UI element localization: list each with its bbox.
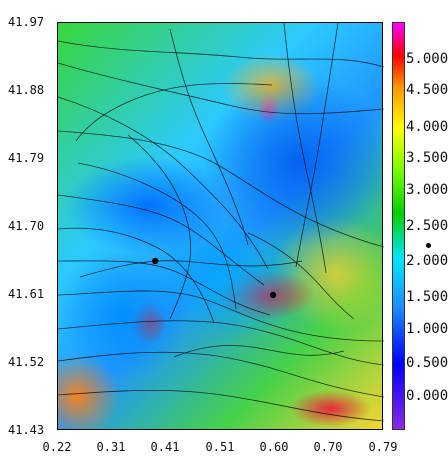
y-tick-41-88: 41.88 [8, 83, 45, 97]
y-tick-41-61: 41.61 [8, 287, 45, 301]
station-marker-1 [152, 257, 159, 265]
x-tick-0-22: 0.22 [42, 440, 72, 454]
y-tick-41-52: 41.52 [8, 355, 45, 369]
vector-field-map [57, 22, 384, 430]
y-tick-41-97: 41.97 [8, 15, 45, 29]
streamline-1 [58, 40, 384, 68]
x-tick-0-41: 0.41 [150, 440, 180, 454]
streamline-13 [169, 28, 249, 246]
streamline-2 [58, 62, 384, 115]
x-tick-0-31: 0.31 [96, 440, 126, 454]
colorbar-label-4000: 4.000 [406, 119, 448, 135]
x-tick-0-79: 0.79 [368, 440, 398, 454]
station-marker-2 [269, 291, 277, 299]
y-tick-41-43: 41.43 [8, 423, 45, 437]
streamline-4 [58, 130, 384, 248]
colorbar-label-1000: 1.000 [406, 321, 448, 337]
x-tick-0-51: 0.51 [205, 440, 235, 454]
streamline-5 [77, 162, 237, 310]
colorbar-marker-dot [426, 243, 431, 248]
streamline-7 [58, 227, 215, 324]
colorbar-label-1500: 1.500 [406, 289, 448, 305]
streamline-14 [283, 23, 327, 274]
colorbar-label-2500: 2.500 [406, 218, 448, 234]
streamline-17 [247, 232, 355, 320]
colorbar-label-4500: 4.500 [406, 82, 448, 98]
colorbar-label-5000: 5.000 [406, 51, 448, 67]
colorbar-label-0500: 0.500 [406, 355, 448, 371]
streamline-11 [58, 351, 384, 398]
colorbar-label-0000: 0.000 [406, 388, 448, 404]
streamline-15 [295, 23, 339, 268]
streamline-10 [58, 320, 384, 366]
streamline-3 [58, 96, 269, 270]
streamline-8 [58, 260, 271, 316]
colorbar-label-3500: 3.500 [406, 150, 448, 166]
streamline-layer [58, 23, 384, 422]
streamline-12 [58, 390, 384, 422]
streamline-6 [58, 194, 265, 286]
colorbar [392, 22, 405, 430]
streamline-16 [127, 134, 192, 320]
y-tick-41-70: 41.70 [8, 219, 45, 233]
x-tick-0-70: 0.70 [313, 440, 343, 454]
colorbar-label-3000: 3.000 [406, 182, 448, 198]
streamline-20 [173, 345, 345, 358]
colorbar-label-2000: 2.000 [406, 253, 448, 269]
streamline-19 [79, 260, 303, 278]
x-tick-0-60: 0.60 [259, 440, 289, 454]
streamline-18 [75, 83, 273, 142]
streamline-9 [58, 290, 384, 342]
y-tick-41-79: 41.79 [8, 151, 45, 165]
